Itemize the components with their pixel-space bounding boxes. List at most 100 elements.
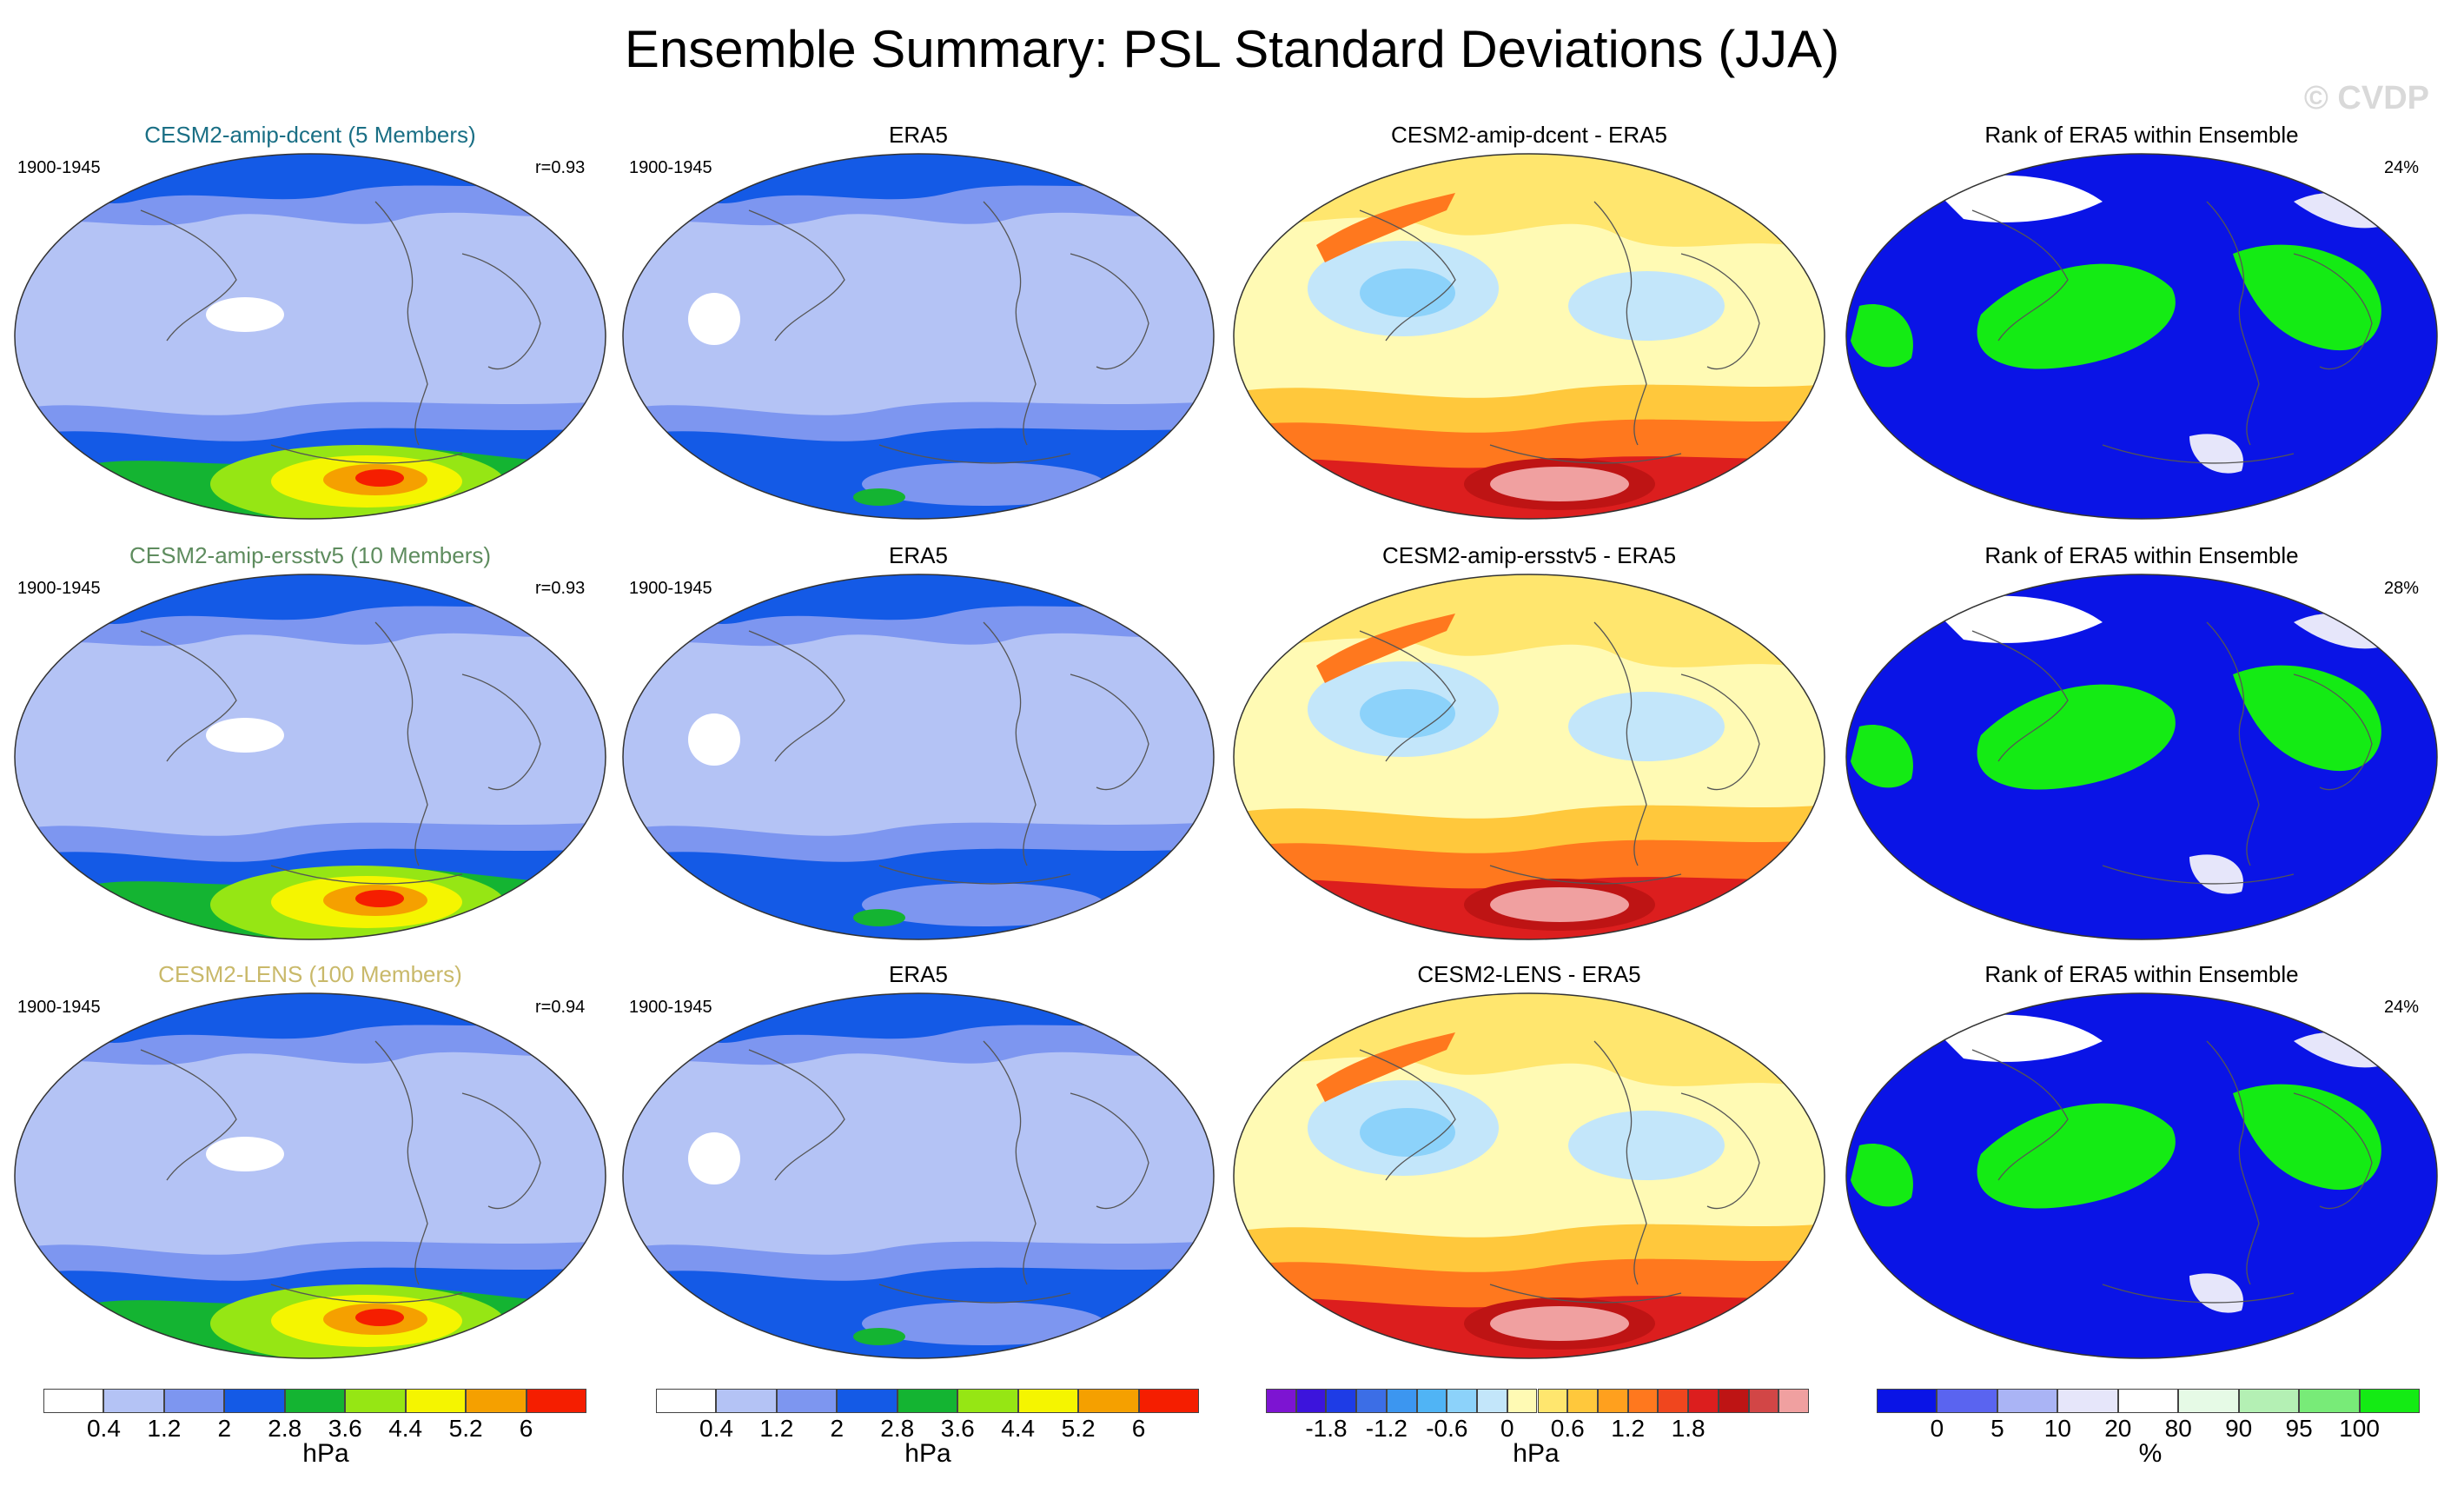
period-label: 1900-1945 — [629, 998, 712, 1017]
colorbar-swatch — [2238, 1389, 2300, 1413]
rank-field — [1846, 154, 2437, 519]
colorbar-tick-label: 6 — [519, 1415, 533, 1442]
panel-title-rank: Rank of ERA5 within Ensemble — [1984, 961, 2299, 987]
colorbar-swatch — [345, 1389, 406, 1413]
colorbar-tick-label: 5 — [1990, 1415, 2004, 1442]
panel-title-rank: Rank of ERA5 within Ensemble — [1984, 542, 2299, 568]
colorbar-tick-label: 2 — [830, 1415, 845, 1442]
watermark: © CVDP — [2303, 80, 2429, 116]
panel-title-std: CESM2-LENS (100 Members) — [158, 961, 462, 987]
colorbar-swatch — [1017, 1389, 1079, 1413]
colorbar-swatch — [1447, 1389, 1478, 1413]
std-map-panel — [10, 149, 610, 523]
colorbar-swatch — [284, 1389, 346, 1413]
rank-map-panel — [1842, 989, 2441, 1363]
colorbar-swatch — [103, 1389, 164, 1413]
diff-map-panel — [1229, 149, 1829, 523]
rank-percent-label: 24% — [2384, 998, 2420, 1017]
period-label: 1900-1945 — [629, 579, 712, 598]
colorbar-tick-label: 0.4 — [86, 1415, 121, 1442]
diff-map-panel — [1229, 570, 1829, 944]
panel-title-obs: ERA5 — [889, 961, 948, 987]
colorbar-swatch — [1658, 1389, 1689, 1413]
colorbar-swatch — [2117, 1389, 2179, 1413]
colorbar-swatch — [1356, 1389, 1387, 1413]
colorbar-tick-label: 4.4 — [1001, 1415, 1036, 1442]
colorbar-swatch — [2299, 1389, 2360, 1413]
diff-colorbar-unit: hPa — [1513, 1439, 1560, 1468]
colorbar-swatch — [1138, 1389, 1199, 1413]
colorbar-swatch — [1567, 1389, 1598, 1413]
colorbar-tick-label: 6 — [1131, 1415, 1146, 1442]
colorbar-tick-label: 2.8 — [880, 1415, 915, 1442]
colorbar-swatch — [1997, 1389, 2058, 1413]
coastline — [140, 604, 593, 885]
colorbar-swatch — [224, 1389, 285, 1413]
colorbar-swatch — [1688, 1389, 1719, 1413]
obs-map-panel — [619, 989, 1218, 1363]
colorbar-tick-label: 90 — [2225, 1415, 2253, 1442]
colorbar-swatch — [1507, 1389, 1538, 1413]
colorbar-swatch — [656, 1389, 717, 1413]
colorbar-tick-label: 80 — [2164, 1415, 2192, 1442]
rank-field — [1846, 574, 2437, 939]
colorbar-tick-label: -1.8 — [1305, 1415, 1348, 1442]
colorbar-tick-label: 95 — [2285, 1415, 2313, 1442]
colorbar-swatch — [1877, 1389, 1937, 1413]
rank-percent-label: 24% — [2384, 158, 2420, 177]
page-title: Ensemble Summary: PSL Standard Deviation… — [624, 20, 1840, 78]
colorbar-swatch — [1718, 1389, 1749, 1413]
colorbar-swatch — [405, 1389, 467, 1413]
colorbar-swatch — [716, 1389, 777, 1413]
std-field — [15, 154, 606, 519]
obs-map-panel — [619, 149, 1218, 523]
colorbar-swatch — [526, 1389, 586, 1413]
rank-percent-label: 28% — [2384, 579, 2420, 598]
colorbar-tick-label: 1.8 — [1671, 1415, 1706, 1442]
panel-title-diff: CESM2-amip-ersstv5 - ERA5 — [1381, 542, 1677, 568]
colorbar-swatch — [897, 1389, 958, 1413]
colorbar-swatch — [1326, 1389, 1357, 1413]
panel-title-diff: CESM2-amip-dcent - ERA5 — [1391, 122, 1667, 148]
colorbar-swatch — [163, 1389, 225, 1413]
std-colorbar — [656, 1389, 1199, 1413]
colorbar-tick-label: 1.2 — [147, 1415, 182, 1442]
panel-title-obs: ERA5 — [889, 542, 948, 568]
colorbar-swatch — [466, 1389, 527, 1413]
colorbar-swatch — [43, 1389, 104, 1413]
colorbar-swatch — [2359, 1389, 2420, 1413]
obs-field — [623, 154, 1214, 519]
correlation-label: r=0.94 — [535, 998, 586, 1017]
colorbar-swatch — [1537, 1389, 1568, 1413]
colorbar-swatch — [1295, 1389, 1327, 1413]
std-colorbar-unit: hPa — [904, 1439, 951, 1468]
colorbar-swatch — [1078, 1389, 1139, 1413]
period-label: 1900-1945 — [17, 998, 101, 1017]
period-label: 1900-1945 — [17, 158, 101, 177]
colorbar-swatch — [2178, 1389, 2239, 1413]
panel-title-std: CESM2-amip-dcent (5 Members) — [144, 122, 476, 148]
colorbar-tick-label: 0.4 — [699, 1415, 733, 1442]
correlation-label: r=0.93 — [535, 579, 586, 598]
std-field — [15, 574, 606, 939]
colorbar-swatch — [1266, 1389, 1296, 1413]
colorbar-tick-label: 100 — [2339, 1415, 2380, 1442]
colorbar-swatch — [1386, 1389, 1417, 1413]
colorbar-tick-label: 1.2 — [1611, 1415, 1646, 1442]
colorbar-tick-label: 0 — [1930, 1415, 1944, 1442]
colorbar-tick-label: 0 — [1500, 1415, 1514, 1442]
colorbar-tick-label: 10 — [2043, 1415, 2071, 1442]
colorbar-swatch — [1477, 1389, 1507, 1413]
panel-title-rank: Rank of ERA5 within Ensemble — [1984, 122, 2299, 148]
colorbar-swatch — [837, 1389, 898, 1413]
panel-title-obs: ERA5 — [889, 122, 948, 148]
std-field — [15, 993, 606, 1358]
colorbar-tick-label: 2.8 — [268, 1415, 302, 1442]
diff-colorbar-ticks: -1.8 -1.2 -0.6 0 0.6 1.2 1.8 — [1266, 1415, 1809, 1443]
colorbar-tick-label: 20 — [2104, 1415, 2132, 1442]
colorbar-tick-label: 5.2 — [1061, 1415, 1096, 1442]
rank-colorbar-unit: % — [2138, 1439, 2163, 1468]
colorbar-tick-label: 3.6 — [940, 1415, 975, 1442]
colorbar-tick-label: 4.4 — [388, 1415, 423, 1442]
obs-map-panel — [619, 570, 1218, 944]
